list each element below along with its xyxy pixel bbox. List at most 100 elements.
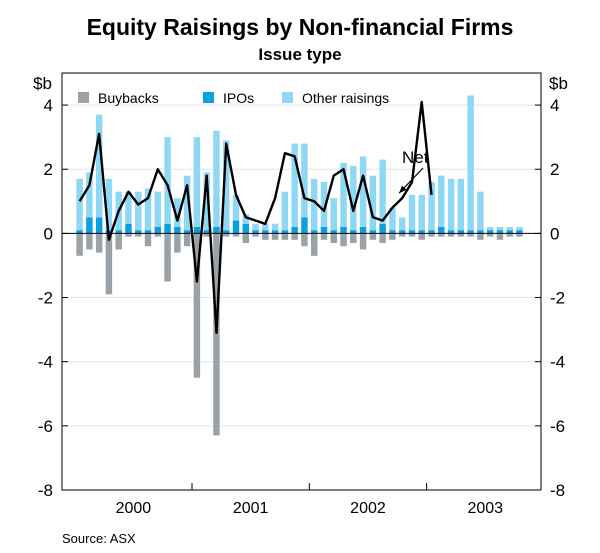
buybacks-bar [174,233,181,253]
other-raisings-bar [447,178,455,231]
other-raisings-bar [369,175,377,231]
chart-title: Equity Raisings by Non-financial Firms [86,14,514,40]
ipos-bar [135,230,142,234]
ipos-bar [164,223,171,234]
x-tick-label: 2003 [467,500,503,517]
buybacks-bar [135,233,142,237]
ipos-bar [359,226,367,234]
buybacks-bar [105,233,113,295]
other-raisings-bar [135,191,142,231]
buybacks-bar [447,233,455,237]
net-annotation-arrowhead [399,185,407,194]
plot-frame [61,72,542,491]
buybacks-bar [183,233,191,247]
ipos-bar [95,217,103,234]
legend-swatch [282,92,293,103]
ipos-bar [174,226,181,234]
legend-label: IPOs [223,90,254,106]
ipos-bar [398,230,406,234]
buybacks-bar [379,233,386,244]
buybacks-bar [320,233,328,240]
other-raisings-bar [183,175,191,231]
y-tick-label-left: -6 [38,417,53,436]
ipos-bar [154,226,162,234]
legend-label: Other raisings [302,90,389,106]
buybacks-bar [310,233,318,256]
legend-swatch [78,92,89,103]
other-raisings-bar [301,143,308,218]
ipos-bar [418,230,425,234]
net-line [78,100,433,334]
ipos-bar [242,223,250,234]
other-raisings-bar [281,191,289,231]
ipos-bar [183,230,191,234]
other-raisings-bar [408,194,416,231]
ipos-bar [301,217,308,234]
buybacks-bar [291,233,298,240]
buybacks-bar [330,233,337,244]
ipos-bar [213,226,220,234]
buybacks-bar [281,233,289,240]
other-raisings-bar [242,214,250,224]
other-raisings-bar [213,130,220,227]
other-raisings-bar [359,156,367,227]
other-raisings-bar [164,137,171,224]
buybacks-bar [164,233,171,282]
ipos-bar [281,230,289,234]
ipos-bar [86,217,93,234]
other-raisings-bar [389,207,396,231]
y-axis-unit-left: $b [33,74,52,93]
buybacks-bar [516,233,523,237]
other-raisings-bar [291,143,298,227]
y-tick-label-left: 4 [44,96,53,115]
legend: Buybacks IPOs Other raisings [78,90,389,106]
ipos-bar [477,230,484,234]
ipos-bar [232,220,240,234]
other-raisings-bar [223,140,230,231]
buybacks-bar [359,233,367,250]
buybacks-bar [271,233,279,240]
ipos-bar [379,223,386,234]
y-tick-label-right: -6 [550,417,565,436]
buybacks-bar [262,233,269,240]
other-raisings-bar [477,191,484,231]
net-series [78,100,433,334]
y-tick-label-right: -2 [550,289,565,308]
buybacks-bar [86,233,93,250]
other-raisings-bar [174,198,181,227]
other-raisings-bar [330,198,337,231]
ipos-bar [262,230,269,234]
ipos-bar [350,230,357,234]
ipos-bar [320,226,328,234]
buybacks-bar [418,233,425,240]
other-raisings-bar [144,188,152,231]
ipos-bar [486,230,494,234]
other-raisings-bar [496,226,504,231]
buybacks-bar [144,233,152,247]
ipos-bar [125,223,132,234]
x-tick-label: 2002 [350,500,386,517]
y-tick-label-right: -8 [550,481,565,500]
y-tick-label-left: -2 [38,289,53,308]
buybacks-bar [369,233,377,240]
other-raisings-bar [193,137,201,227]
buybacks-bar [340,233,347,247]
ipos-bar [144,230,152,234]
ipos-bar [438,226,445,234]
legend-label: Buybacks [98,90,159,106]
buybacks-bar [477,233,484,240]
other-raisings-bar [457,178,465,231]
y-tick-label-left: -8 [38,481,53,500]
other-raisings-bar [125,191,132,224]
buybacks-bar [115,233,122,250]
y-tick-label-right: -4 [550,353,565,372]
other-raisings-bar [86,172,93,218]
ipos-bar [252,230,259,234]
buybacks-bar [467,233,474,237]
x-tick-label: 2001 [233,500,269,517]
buybacks-bar [486,233,494,237]
ipos-bar [457,230,465,234]
bar-series [76,95,523,436]
buybacks-bar [350,233,357,244]
ipos-bar [496,230,504,234]
